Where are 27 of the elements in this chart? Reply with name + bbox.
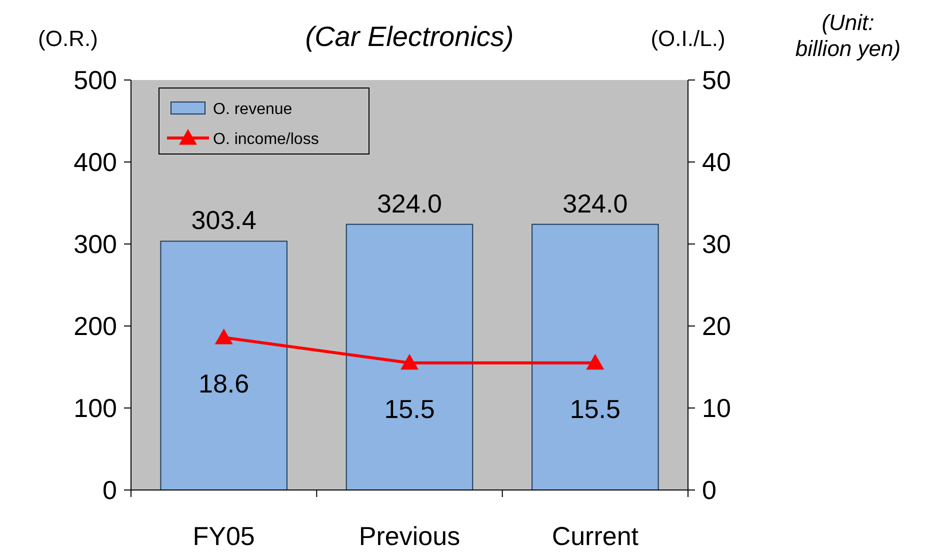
data-label: 324.0 <box>562 188 628 218</box>
y2-tick-label: 10 <box>702 393 731 423</box>
data-label: 303.4 <box>191 205 256 236</box>
x-tick-label: Previous <box>358 521 460 551</box>
y2-tick-label: 20 <box>702 311 731 341</box>
x-tick-label: FY05 <box>192 521 255 551</box>
y2-tick-label: 30 <box>702 229 731 259</box>
y-tick-label: 500 <box>74 65 117 95</box>
y-axis-title: (O.R.) <box>38 26 98 51</box>
y-tick-label: 400 <box>74 147 117 177</box>
y-tick-label: 100 <box>74 393 117 423</box>
legend-label: O. revenue <box>213 101 292 118</box>
y-tick-label: 300 <box>74 229 117 259</box>
text: (Unit: billion yen) <box>795 10 901 61</box>
y-tick-label: 0 <box>102 475 117 505</box>
y2-tick-label: 0 <box>702 475 716 505</box>
data-label: 18.6 <box>198 368 250 398</box>
data-label: 15.5 <box>570 394 620 424</box>
x-tick-label: Current <box>552 521 640 551</box>
y2-tick-label: 40 <box>702 147 731 177</box>
chart-title: (Car Electronics) <box>305 21 514 52</box>
data-label: 15.5 <box>384 394 435 424</box>
data-label: 324.0 <box>376 188 442 218</box>
legend-label: O. income/loss <box>213 131 319 148</box>
y2-tick-label: 50 <box>702 65 731 95</box>
y2-axis-title: (O.I./L.) <box>650 26 726 51</box>
y-tick-label: 200 <box>74 311 117 341</box>
